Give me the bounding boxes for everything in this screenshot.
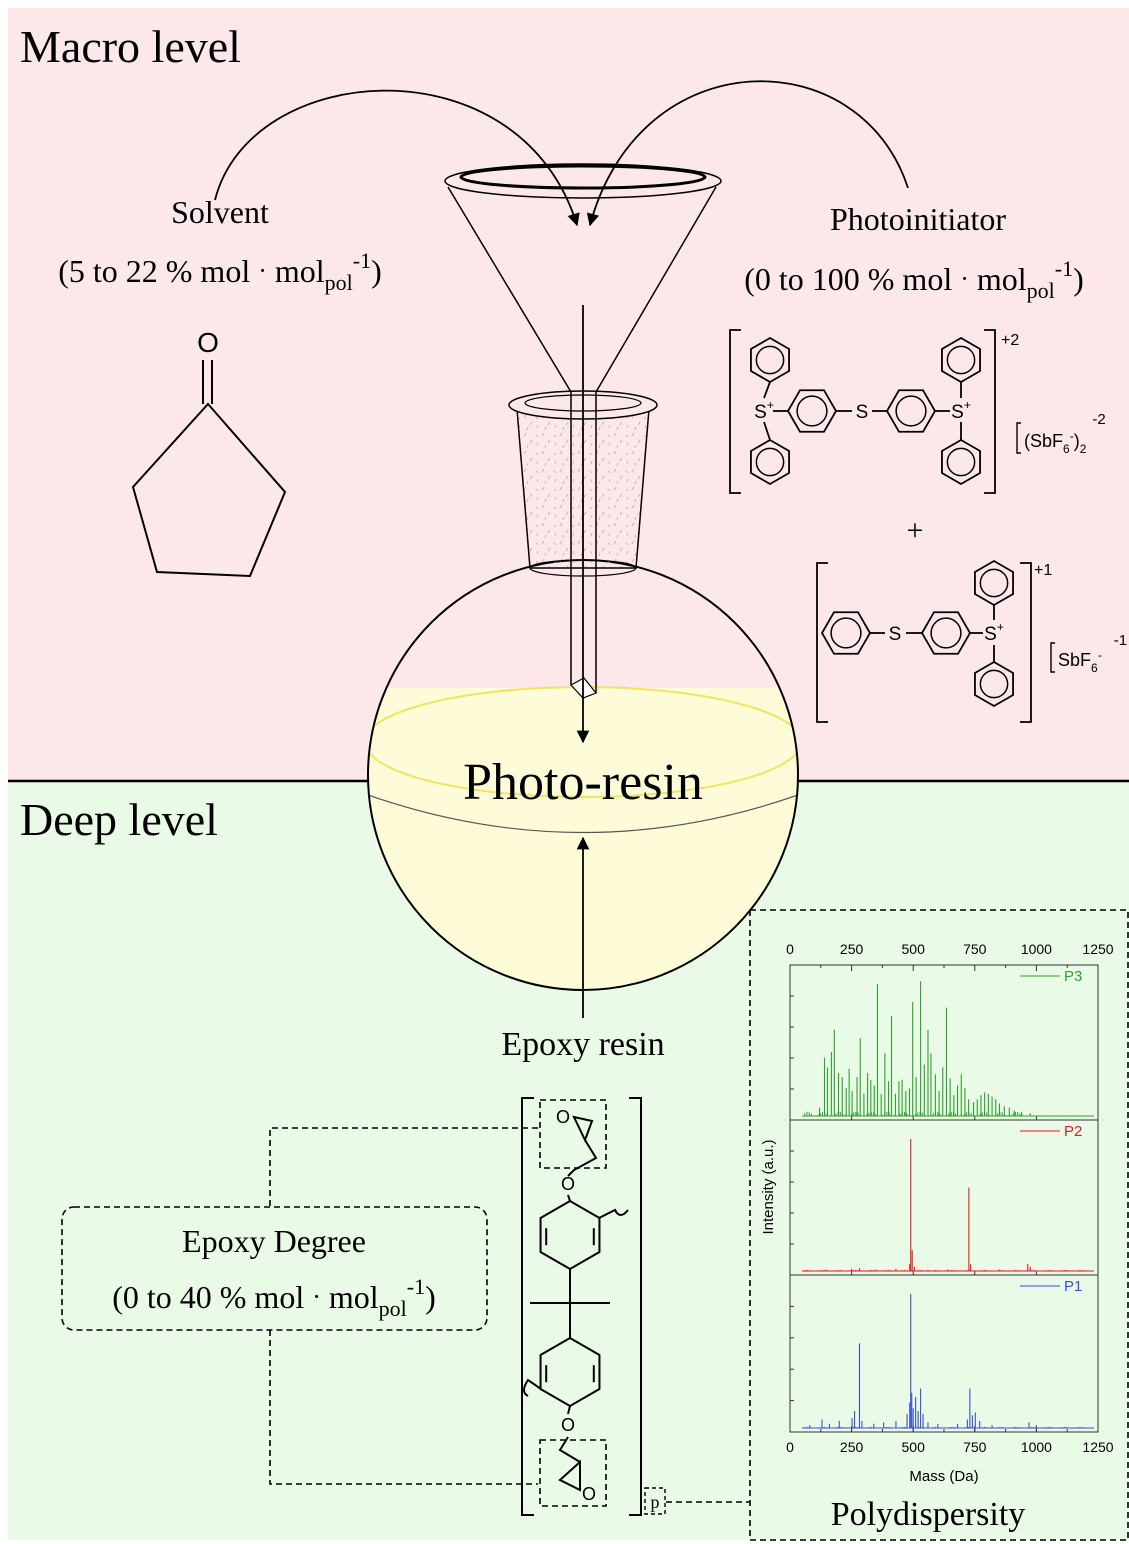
liquid-meniscus-line bbox=[368, 794, 798, 834]
x-tick-label-bottom: 250 bbox=[840, 1439, 864, 1455]
repeat-index: p bbox=[651, 1492, 660, 1512]
series-p3: P3 bbox=[802, 968, 1094, 1117]
glycidyl-chain bbox=[558, 1436, 581, 1463]
repeat-index-box bbox=[644, 1487, 666, 1515]
epoxy-degree-box bbox=[61, 1206, 488, 1331]
photoinitiator-amount: (0 to 100 % mol · molpol-1) bbox=[744, 256, 1084, 303]
series-p2: P2 bbox=[802, 1123, 1094, 1272]
carbonyl-oxygen: O bbox=[197, 327, 219, 358]
benzene-ring bbox=[750, 336, 790, 384]
wavy-bond bbox=[523, 1378, 542, 1397]
epoxy-monomer-structure bbox=[523, 1115, 629, 1492]
bracket bbox=[816, 562, 828, 723]
glycidyl-chain bbox=[567, 1139, 598, 1177]
bracket bbox=[729, 329, 741, 494]
polydispersity-box bbox=[749, 909, 1129, 1541]
photoinitiator-arrow bbox=[586, 80, 909, 227]
epoxy-atom-labels: O O O O bbox=[556, 1107, 596, 1504]
x-tick-label-bottom: 500 bbox=[902, 1439, 926, 1455]
connector-bottom bbox=[269, 1330, 538, 1485]
solvent-amount: (5 to 22 % mol · molpol-1) bbox=[58, 248, 382, 295]
epoxide-ring bbox=[572, 1115, 594, 1143]
bond bbox=[567, 1194, 571, 1202]
benzene-ring bbox=[974, 559, 1014, 607]
bond bbox=[567, 1405, 571, 1415]
x-tick-label-top: 0 bbox=[786, 941, 794, 957]
solvent-arrow bbox=[214, 89, 580, 227]
epoxy-degree-amount: (0 to 40 % mol · molpol-1) bbox=[112, 1274, 436, 1321]
bond bbox=[763, 381, 771, 399]
funnel bbox=[444, 163, 722, 699]
bond bbox=[763, 421, 771, 441]
mass-spectra-chart: 002502505005007507501000100012501250P3P2… bbox=[786, 941, 1114, 1455]
x-tick-label-top: 250 bbox=[840, 941, 864, 957]
svg-text:S+: S+ bbox=[984, 620, 1004, 645]
x-tick-label-top: 1000 bbox=[1021, 941, 1052, 957]
svg-text:S: S bbox=[856, 402, 869, 423]
charge-bottom: +1 bbox=[1034, 562, 1052, 579]
svg-text:O: O bbox=[561, 1415, 575, 1435]
svg-text:S: S bbox=[889, 624, 902, 645]
deep-level-title: Deep level bbox=[20, 794, 218, 845]
photoinitiator-atom-labels: S+ S S+ +2 (SbF6-)2-2 + S S+ +1 SbF6--1 bbox=[754, 332, 1127, 675]
connector-top bbox=[269, 1127, 538, 1207]
x-tick-label-top: 500 bbox=[902, 941, 926, 957]
solvent-label: Solvent bbox=[171, 194, 269, 230]
anion-bracket bbox=[1016, 422, 1021, 454]
svg-text:S+: S+ bbox=[754, 398, 774, 423]
epoxide-ring bbox=[558, 1459, 581, 1492]
epoxy-resin-label: Epoxy resin bbox=[501, 1026, 664, 1063]
bottom-epoxide-box bbox=[539, 1439, 607, 1507]
x-tick-label-top: 750 bbox=[963, 941, 987, 957]
x-tick-label-top: 1250 bbox=[1082, 941, 1113, 957]
svg-text:O: O bbox=[556, 1107, 570, 1127]
macro-level-title: Macro level bbox=[20, 21, 241, 72]
x-tick-label-bottom: 1250 bbox=[1082, 1439, 1113, 1455]
anion-bracket bbox=[1050, 642, 1055, 673]
anion-top: (SbF6-)2-2 bbox=[1024, 411, 1106, 456]
benzene-ring bbox=[820, 611, 872, 655]
chart-ylabel: Intensity (a.u.) bbox=[760, 1139, 777, 1234]
charge-top: +2 bbox=[1001, 332, 1019, 349]
photo-resin-label: Photo-resin bbox=[463, 754, 703, 811]
top-epoxide-box bbox=[539, 1099, 607, 1169]
epoxy-degree-label: Epoxy Degree bbox=[182, 1223, 366, 1259]
chart-xlabel: Mass (Da) bbox=[909, 1468, 978, 1485]
bracket bbox=[984, 329, 996, 494]
legend-label: P1 bbox=[1064, 1278, 1082, 1295]
svg-text:O: O bbox=[561, 1174, 575, 1194]
x-tick-label-bottom: 1000 bbox=[1021, 1439, 1052, 1455]
anion-bottom: SbF6--1 bbox=[1058, 632, 1127, 675]
svg-text:O: O bbox=[582, 1484, 596, 1504]
bracket bbox=[1020, 562, 1032, 723]
svg-text:S+: S+ bbox=[951, 398, 971, 423]
plus-sign: + bbox=[907, 514, 924, 547]
benzene-ring bbox=[941, 336, 981, 384]
x-tick-label-bottom: 750 bbox=[963, 1439, 987, 1455]
legend-label: P2 bbox=[1064, 1123, 1082, 1140]
wavy-bond bbox=[598, 1208, 629, 1219]
x-tick-label-bottom: 0 bbox=[786, 1439, 794, 1455]
photoinitiator-label: Photoinitiator bbox=[830, 201, 1006, 237]
series-p1: P1 bbox=[802, 1278, 1094, 1429]
cyclopentanone-structure bbox=[131, 360, 287, 578]
legend-label: P3 bbox=[1064, 968, 1082, 985]
polydispersity-label: Polydispersity bbox=[831, 1496, 1026, 1533]
photoinitiator-structures bbox=[729, 329, 1055, 723]
epoxy-repeat-brackets bbox=[521, 1097, 642, 1516]
